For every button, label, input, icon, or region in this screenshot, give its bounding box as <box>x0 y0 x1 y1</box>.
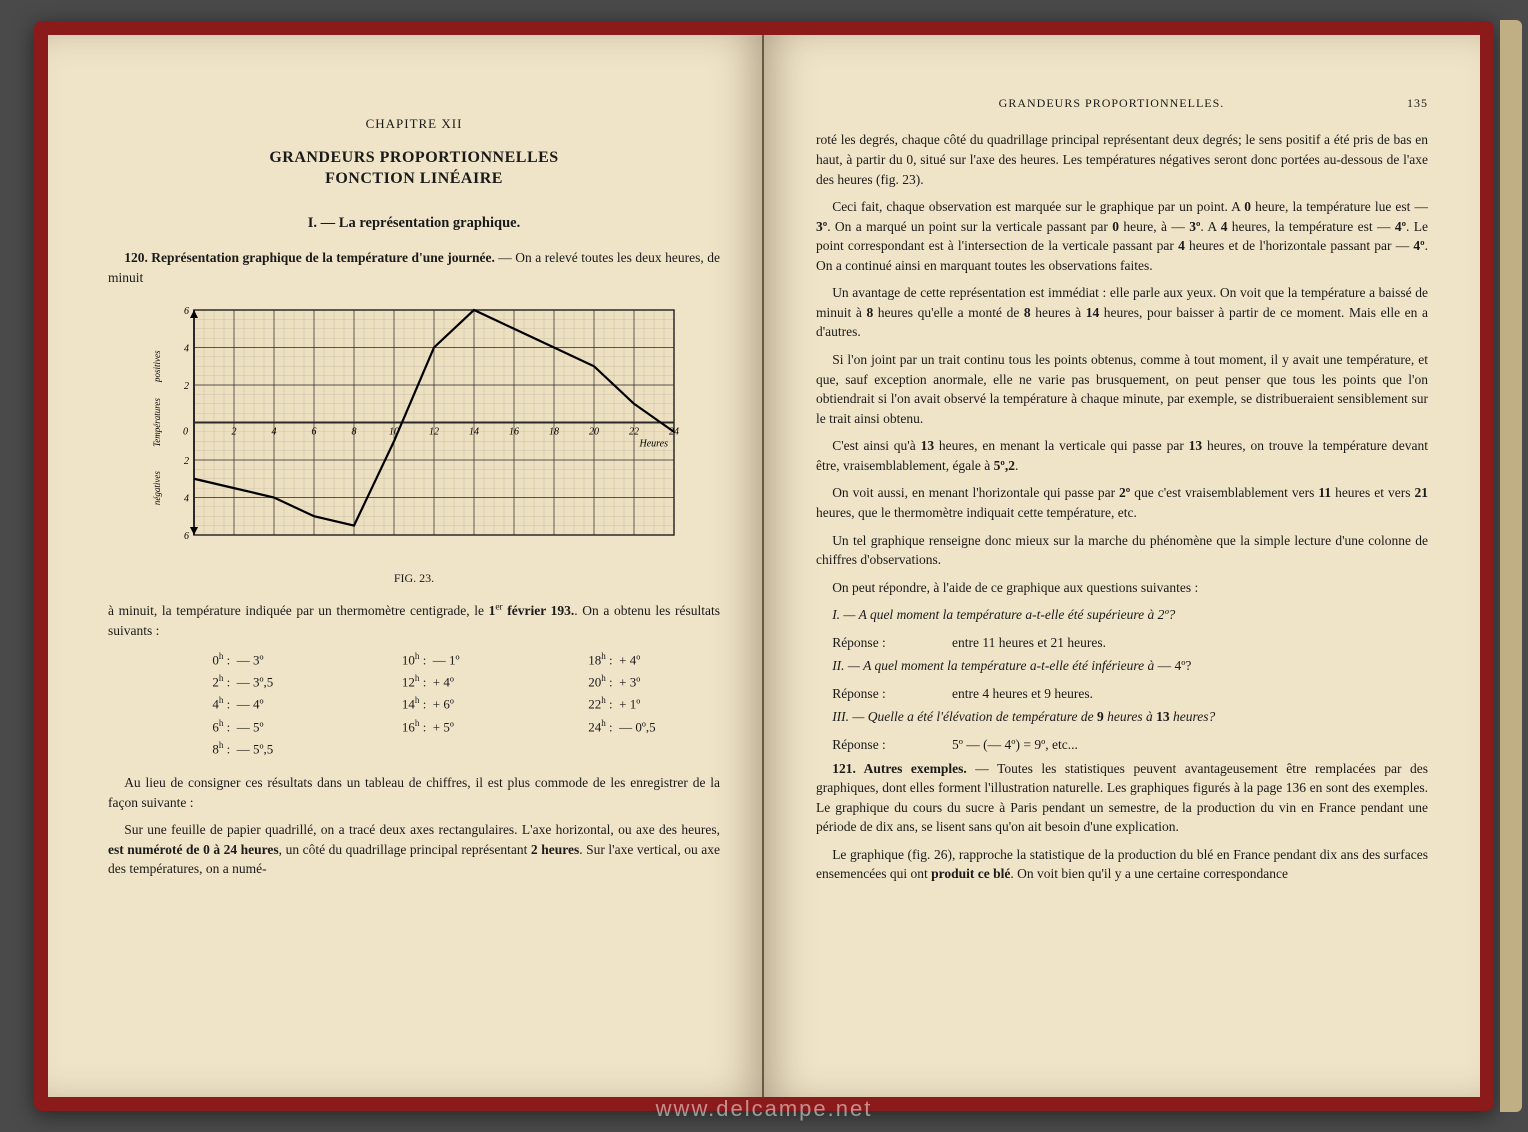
data-row: 24h : — 0º,5 <box>588 717 655 737</box>
para-120: 120. Représentation graphique de la temp… <box>108 248 720 287</box>
page-number: 135 <box>1407 95 1428 112</box>
data-row: 2h : — 3º,5 <box>212 672 273 692</box>
rp-p121: 121. Autres exemples. — Toutes les stati… <box>816 759 1428 837</box>
svg-text:0: 0 <box>183 426 188 437</box>
section-title: I. — La représentation graphique. <box>108 213 720 234</box>
svg-text:6: 6 <box>312 426 317 437</box>
running-header: GRANDEURS PROPORTIONNELLES. <box>999 95 1225 112</box>
svg-text:6: 6 <box>184 306 189 317</box>
para-120-lead: 120. Représentation graphique de la temp… <box>124 250 495 265</box>
pa2-a: Sur une feuille de papier quadrillé, on … <box>124 822 720 837</box>
book-spread: CHAPITRE XII GRANDEURS PROPORTIONNELLES … <box>34 21 1494 1111</box>
svg-text:16: 16 <box>509 426 519 437</box>
svg-text:Températures: Températures <box>152 397 162 446</box>
rp-plast: Le graphique (fig. 26), rapproche la sta… <box>816 845 1428 884</box>
svg-text:4: 4 <box>184 493 189 504</box>
data-row: 12h : + 4º <box>402 672 460 692</box>
temperature-chart: 246810121416182022240Heures642246positiv… <box>144 300 684 560</box>
rp-p7: Un tel graphique renseigne donc mieux su… <box>816 531 1428 570</box>
rp-p5: C'est ainsi qu'à 13 heures, en menant la… <box>816 436 1428 475</box>
rp-q2: II. — A quel moment la température a-t-e… <box>816 656 1428 676</box>
chapter-title: GRANDEURS PROPORTIONNELLES FONCTION LINÉ… <box>108 148 720 190</box>
chapter-title-line1: GRANDEURS PROPORTIONNELLES <box>269 149 558 166</box>
svg-text:12: 12 <box>429 426 439 437</box>
svg-text:6: 6 <box>184 531 189 542</box>
chapter-title-line2: FONCTION LINÉAIRE <box>325 170 503 187</box>
rp-q1: I. — A quel moment la température a-t-el… <box>816 605 1428 625</box>
rp-p8: On peut répondre, à l'aide de ce graphiq… <box>816 578 1428 598</box>
pa2-b: est numéroté de 0 à 24 heures <box>108 842 279 857</box>
data-row: 16h : + 5º <box>402 717 460 737</box>
svg-text:8: 8 <box>352 426 357 437</box>
book-page-edges <box>1500 20 1522 1112</box>
data-row: 14h : + 6º <box>402 694 460 714</box>
rp-p4: Si l'on joint par un trait continu tous … <box>816 350 1428 428</box>
figure-caption: FIG. 23. <box>108 570 720 587</box>
left-page: CHAPITRE XII GRANDEURS PROPORTIONNELLES … <box>48 35 764 1097</box>
data-row: 10h : — 1º <box>402 650 460 670</box>
svg-text:20: 20 <box>589 426 599 437</box>
svg-text:22: 22 <box>629 426 639 437</box>
svg-text:2: 2 <box>232 426 237 437</box>
watermark: www.delcampe.net <box>656 1096 873 1122</box>
right-page: GRANDEURS PROPORTIONNELLES. 135 roté les… <box>764 35 1480 1097</box>
data-column-3: 18h : + 4º20h : + 3º22h : + 1º 24h : — 0º… <box>588 650 655 759</box>
rp-p3: Un avantage de cette représentation est … <box>816 283 1428 342</box>
svg-text:4: 4 <box>272 426 277 437</box>
data-row: 22h : + 1º <box>588 694 655 714</box>
data-row: 18h : + 4º <box>588 650 655 670</box>
para-after-1: Au lieu de consigner ces résultats dans … <box>108 773 720 812</box>
data-row: 20h : + 3º <box>588 672 655 692</box>
rp-r2: Réponse :entre 4 heures et 9 heures. <box>816 684 1428 704</box>
pa2-d: 2 heures <box>531 842 579 857</box>
data-row: 6h : — 5º <box>212 717 273 737</box>
rp-p6: On voit aussi, en menant l'horizontale q… <box>816 483 1428 522</box>
chapter-label: CHAPITRE XII <box>108 115 720 134</box>
svg-text:Heures: Heures <box>638 438 668 449</box>
data-row: 4h : — 4º <box>212 694 273 714</box>
svg-text:négatives: négatives <box>152 470 162 504</box>
svg-text:18: 18 <box>549 426 559 437</box>
svg-text:2: 2 <box>184 381 189 392</box>
pa2-c: , un côté du quadrillage principal repré… <box>279 842 531 857</box>
para-continuation: à minuit, la température indiquée par un… <box>108 601 720 640</box>
para-after-2: Sur une feuille de papier quadrillé, on … <box>108 820 720 879</box>
rp-p2: Ceci fait, chaque observation est marqué… <box>816 197 1428 275</box>
chart-svg: 246810121416182022240Heures642246positiv… <box>144 300 684 560</box>
rp-r1: Réponse :entre 11 heures et 21 heures. <box>816 633 1428 653</box>
rp-q3: III. — Quelle a été l'élévation de tempé… <box>816 707 1428 727</box>
data-row: 8h : — 5º,5 <box>212 739 273 759</box>
svg-text:14: 14 <box>469 426 479 437</box>
temperature-data-table: 0h : — 3º2h : — 3º,54h : — 4º 6h : — 5º8h… <box>148 650 720 759</box>
rp-r3: Réponse :5º — (— 4º) = 9º, etc... <box>816 735 1428 755</box>
svg-text:4: 4 <box>184 343 189 354</box>
data-column-1: 0h : — 3º2h : — 3º,54h : — 4º 6h : — 5º8h… <box>212 650 273 759</box>
data-row: 0h : — 3º <box>212 650 273 670</box>
svg-text:2: 2 <box>184 456 189 467</box>
data-column-2: 10h : — 1º12h : + 4º14h : + 6º 16h : + 5º <box>402 650 460 759</box>
rp-p1: roté les degrés, chaque côté du quadrill… <box>816 130 1428 189</box>
svg-text:positives: positives <box>152 350 162 383</box>
page-header: GRANDEURS PROPORTIONNELLES. 135 <box>816 95 1428 112</box>
